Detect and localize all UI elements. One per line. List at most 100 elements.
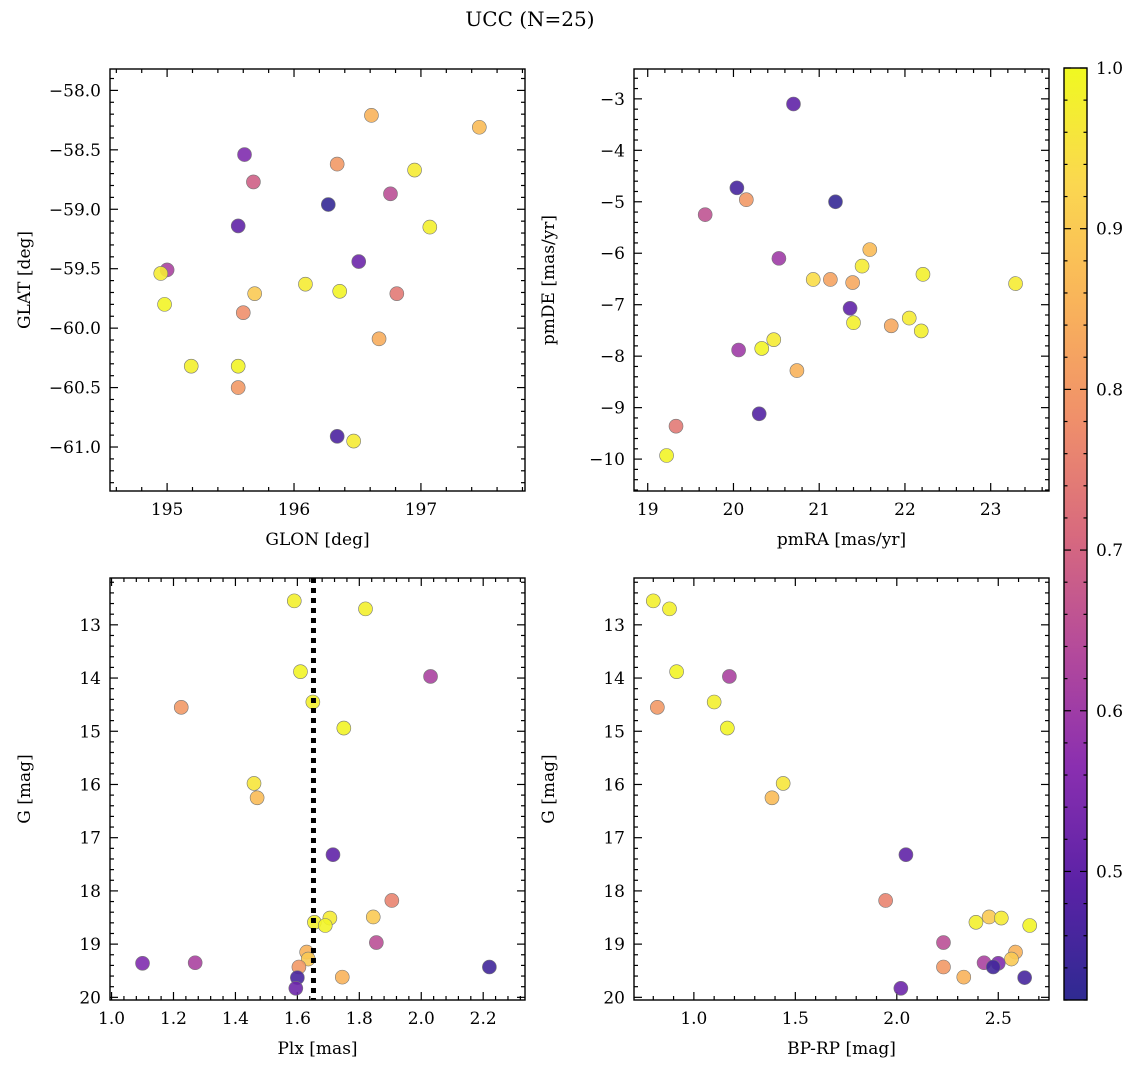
- y-tick-label: 15: [79, 722, 101, 742]
- y-tick-label: −60.5: [49, 379, 101, 399]
- axes-frame: [633, 577, 1050, 1001]
- y-tick-label: −8: [600, 347, 625, 367]
- scatter-point: [981, 909, 997, 925]
- scatter-point: [1017, 970, 1032, 985]
- scatter-point: [230, 380, 246, 395]
- scatter-point: [936, 935, 951, 950]
- scatter-point: [968, 915, 984, 930]
- scatter-point: [183, 358, 199, 374]
- x-tick-label: 20: [723, 500, 745, 520]
- scatter-point: [706, 694, 722, 710]
- y-tick-label: 16: [79, 775, 101, 795]
- scatter-point: [659, 448, 674, 463]
- x-tick-label: 2.2: [470, 1009, 497, 1029]
- scatter-points: [153, 108, 487, 449]
- x-tick-label: 197: [405, 500, 437, 520]
- scatter-point: [369, 935, 384, 950]
- scatter-point: [157, 297, 172, 312]
- scatter-point: [878, 893, 893, 908]
- scatter-point: [288, 980, 304, 996]
- scatter-point: [766, 332, 782, 347]
- scatter-point: [237, 147, 252, 162]
- scatter-point: [936, 959, 951, 975]
- scatter-point: [346, 433, 361, 449]
- axes-frame: [109, 577, 526, 1001]
- scatter-point: [697, 207, 713, 222]
- y-tick-label: 18: [79, 882, 101, 902]
- colorbar-gradient: [1064, 68, 1087, 1000]
- scatter-point: [883, 318, 899, 334]
- y-tick-label: −61.0: [49, 438, 101, 458]
- scatter-point: [845, 275, 860, 290]
- y-tick-label: 14: [603, 669, 625, 689]
- y-tick-label: 17: [603, 829, 625, 849]
- y-tick-label: 13: [603, 616, 625, 636]
- scatter-point: [230, 358, 246, 374]
- scatter-point: [329, 429, 345, 444]
- panel-3: 1.0 1.2 1.4 1.6 1.8 2.0 2.2 13 14 15 16 17 18 19 20 Plx…: [15, 577, 526, 1059]
- x-tick-label: 23: [980, 500, 1002, 520]
- tick-marks: [110, 578, 525, 1000]
- scatter-point: [754, 341, 770, 356]
- scatter-point: [422, 219, 438, 235]
- scatter-point: [901, 310, 917, 326]
- scatter-point: [786, 96, 801, 112]
- y-tick-label: −6: [600, 244, 625, 264]
- x-axis-label: pmRA [mas/yr]: [777, 530, 906, 550]
- figure-title: UCC (N=25): [465, 7, 594, 31]
- x-tick-label: 1.8: [346, 1009, 373, 1029]
- scatter-point: [722, 669, 737, 684]
- scatter-point: [1004, 951, 1019, 967]
- scatter-point: [332, 283, 348, 299]
- scatter-point: [286, 593, 302, 609]
- x-tick-label: 19: [637, 500, 659, 520]
- scatter-point: [645, 593, 661, 609]
- scatter-points: [645, 593, 1038, 996]
- scatter-point: [731, 342, 746, 358]
- scatter-point: [135, 955, 150, 971]
- scatter-points: [659, 96, 1023, 463]
- scatter-point: [828, 194, 843, 210]
- scatter-point: [472, 119, 487, 135]
- scatter-point: [247, 286, 262, 301]
- x-tick-label: 1.6: [284, 1009, 311, 1029]
- colorbar-tick-label: 0.8: [1096, 380, 1123, 400]
- y-axis-label: G [mag]: [15, 754, 35, 823]
- scatter-point: [364, 108, 379, 123]
- panel-2: 19 20 21 22 23 −3 −4 −5 −6 −7 −8 −9 −10 pmRA [mas/yr]…: [539, 68, 1050, 550]
- scatter-point: [842, 301, 858, 316]
- scatter-point: [862, 242, 878, 257]
- x-tick-label: 196: [278, 500, 310, 520]
- tick-marks: [634, 69, 1049, 491]
- x-tick-label: 2.5: [985, 1009, 1012, 1029]
- scatter-point: [956, 969, 972, 985]
- scatter-point: [389, 286, 405, 301]
- scatter-point: [246, 776, 262, 791]
- colorbar-tick-label: 0.5: [1096, 862, 1123, 882]
- scatter-point: [351, 254, 367, 269]
- scatter-point: [293, 664, 308, 679]
- scatter-point: [985, 959, 1001, 975]
- scatter-point: [720, 720, 735, 736]
- y-tick-label: 20: [603, 988, 625, 1008]
- y-tick-label: 19: [603, 935, 625, 955]
- scatter-point: [249, 790, 265, 806]
- x-tick-label: 21: [808, 500, 830, 520]
- scatter-point: [915, 267, 931, 282]
- y-tick-label: −58.0: [49, 81, 101, 101]
- y-tick-label: 17: [79, 829, 101, 849]
- y-tick-label: −3: [600, 90, 625, 110]
- y-tick-label: 18: [603, 882, 625, 902]
- scatter-point: [365, 909, 381, 925]
- y-tick-label: 15: [603, 722, 625, 742]
- scatter-point: [751, 406, 767, 422]
- scatter-point: [1022, 918, 1038, 933]
- colorbar-tick-label: 1.0: [1096, 59, 1123, 79]
- scatter-point: [383, 186, 398, 202]
- y-tick-label: −9: [600, 399, 625, 419]
- scatter-point: [320, 197, 336, 212]
- scatter-point: [371, 331, 387, 347]
- scatter-point: [898, 847, 914, 863]
- colorbar-tick-label: 0.9: [1096, 220, 1123, 240]
- x-tick-label: 1.0: [98, 1009, 125, 1029]
